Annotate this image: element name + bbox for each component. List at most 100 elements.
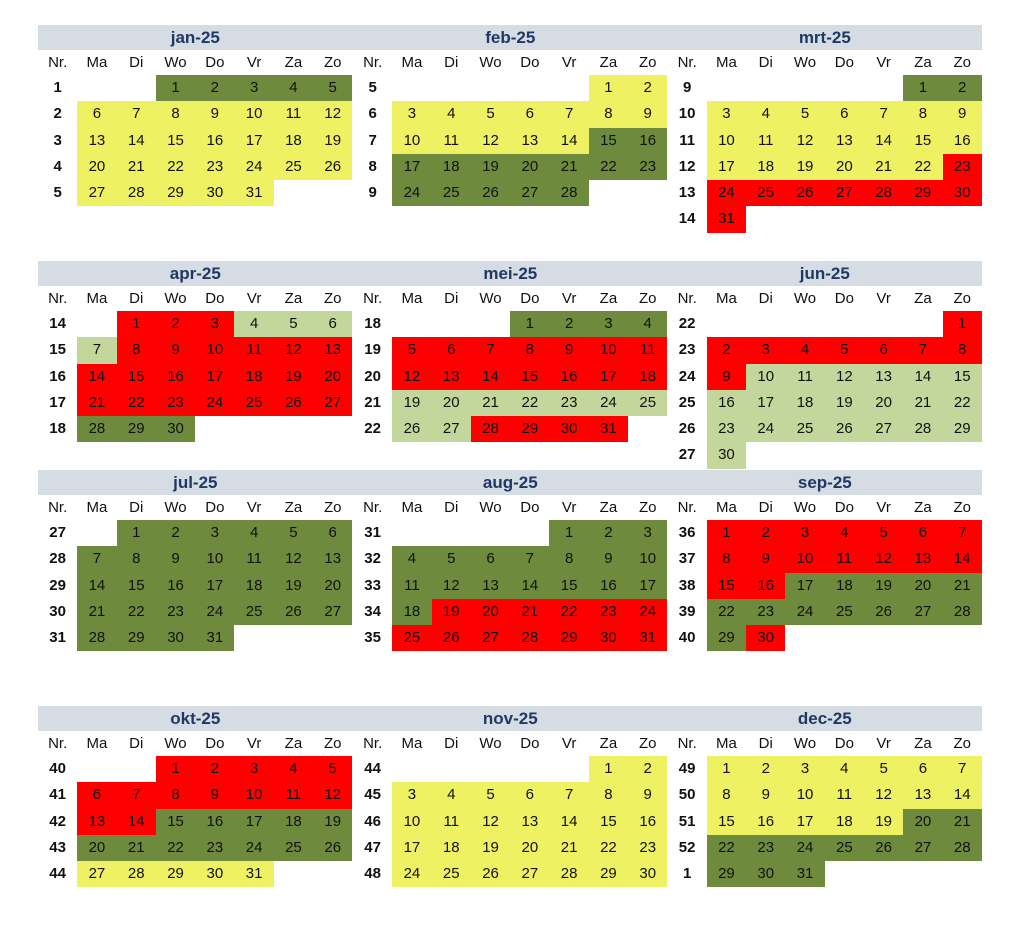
day-cell[interactable]: 16 xyxy=(155,572,196,599)
day-cell[interactable]: 2 xyxy=(155,520,196,547)
day-cell[interactable]: 25 xyxy=(628,389,668,417)
day-cell[interactable]: 7 xyxy=(549,101,589,128)
day-cell[interactable]: 6 xyxy=(77,101,117,128)
day-cell[interactable]: 17 xyxy=(392,834,432,862)
day-cell[interactable]: 28 xyxy=(942,834,982,862)
day-cell[interactable]: 15 xyxy=(510,363,550,390)
day-cell[interactable]: 21 xyxy=(116,153,156,181)
day-cell[interactable]: 22 xyxy=(155,153,196,181)
day-cell[interactable]: 1 xyxy=(116,520,156,547)
day-cell[interactable]: 15 xyxy=(549,572,589,599)
day-cell[interactable]: 28 xyxy=(942,598,982,626)
day-cell[interactable]: 13 xyxy=(510,808,550,835)
day-cell[interactable]: 26 xyxy=(273,598,314,626)
day-cell[interactable]: 22 xyxy=(549,598,589,626)
day-cell[interactable]: 22 xyxy=(116,389,156,417)
day-cell[interactable]: 4 xyxy=(628,311,668,338)
day-cell[interactable]: 17 xyxy=(234,127,274,154)
day-cell[interactable]: 19 xyxy=(470,834,511,862)
day-cell[interactable]: 10 xyxy=(785,546,825,573)
day-cell[interactable]: 10 xyxy=(234,782,274,809)
day-cell[interactable]: 18 xyxy=(431,153,471,181)
day-cell[interactable]: 25 xyxy=(234,598,274,626)
day-cell[interactable]: 27 xyxy=(824,180,864,207)
day-cell[interactable]: 4 xyxy=(824,520,864,547)
day-cell[interactable]: 10 xyxy=(746,363,786,390)
day-cell[interactable]: 4 xyxy=(273,756,314,783)
day-cell[interactable]: 31 xyxy=(706,206,747,233)
day-cell[interactable]: 18 xyxy=(824,572,864,599)
day-cell[interactable]: 24 xyxy=(234,153,274,181)
day-cell[interactable]: 15 xyxy=(706,572,747,599)
day-cell[interactable]: 9 xyxy=(549,337,589,364)
day-cell[interactable]: 20 xyxy=(510,834,550,862)
day-cell[interactable]: 18 xyxy=(628,363,668,390)
day-cell[interactable]: 26 xyxy=(785,180,825,207)
day-cell[interactable]: 25 xyxy=(785,416,825,443)
day-cell[interactable]: 15 xyxy=(155,808,196,835)
day-cell[interactable]: 13 xyxy=(431,363,471,390)
day-cell[interactable]: 9 xyxy=(195,782,235,809)
day-cell[interactable]: 5 xyxy=(431,546,471,573)
day-cell[interactable]: 19 xyxy=(470,153,511,181)
day-cell[interactable]: 25 xyxy=(431,861,471,888)
day-cell[interactable]: 20 xyxy=(863,389,904,417)
day-cell[interactable]: 1 xyxy=(510,311,550,338)
day-cell[interactable]: 18 xyxy=(824,808,864,835)
day-cell[interactable]: 10 xyxy=(392,127,432,154)
day-cell[interactable]: 14 xyxy=(942,546,982,573)
day-cell[interactable]: 14 xyxy=(863,127,904,154)
day-cell[interactable]: 1 xyxy=(155,756,196,783)
day-cell[interactable]: 12 xyxy=(273,546,314,573)
day-cell[interactable]: 22 xyxy=(588,153,629,181)
day-cell[interactable]: 14 xyxy=(77,363,117,390)
day-cell[interactable]: 3 xyxy=(785,756,825,783)
day-cell[interactable]: 7 xyxy=(942,756,982,783)
day-cell[interactable]: 29 xyxy=(549,625,589,652)
day-cell[interactable]: 6 xyxy=(77,782,117,809)
day-cell[interactable]: 10 xyxy=(392,808,432,835)
day-cell[interactable]: 7 xyxy=(116,101,156,128)
day-cell[interactable]: 3 xyxy=(785,520,825,547)
day-cell[interactable]: 19 xyxy=(785,153,825,181)
day-cell[interactable]: 6 xyxy=(510,782,550,809)
day-cell[interactable]: 24 xyxy=(392,180,432,207)
day-cell[interactable]: 8 xyxy=(510,337,550,364)
day-cell[interactable]: 3 xyxy=(746,337,786,364)
day-cell[interactable]: 4 xyxy=(273,75,314,102)
day-cell[interactable]: 25 xyxy=(234,389,274,417)
day-cell[interactable]: 13 xyxy=(863,363,904,390)
day-cell[interactable]: 4 xyxy=(234,520,274,547)
day-cell[interactable]: 14 xyxy=(470,363,511,390)
day-cell[interactable]: 4 xyxy=(746,101,786,128)
day-cell[interactable]: 12 xyxy=(313,101,353,128)
day-cell[interactable]: 13 xyxy=(903,782,943,809)
day-cell[interactable]: 23 xyxy=(549,389,589,417)
day-cell[interactable]: 9 xyxy=(155,337,196,364)
day-cell[interactable]: 11 xyxy=(273,101,314,128)
day-cell[interactable]: 15 xyxy=(588,808,629,835)
day-cell[interactable]: 9 xyxy=(628,782,668,809)
day-cell[interactable]: 21 xyxy=(77,389,117,417)
day-cell[interactable]: 3 xyxy=(392,782,432,809)
day-cell[interactable]: 16 xyxy=(549,363,589,390)
day-cell[interactable]: 30 xyxy=(195,861,235,888)
day-cell[interactable]: 9 xyxy=(706,363,747,390)
day-cell[interactable]: 7 xyxy=(77,337,117,364)
day-cell[interactable]: 20 xyxy=(313,363,353,390)
day-cell[interactable]: 21 xyxy=(549,153,589,181)
day-cell[interactable]: 7 xyxy=(77,546,117,573)
day-cell[interactable]: 29 xyxy=(155,180,196,207)
day-cell[interactable]: 28 xyxy=(116,180,156,207)
day-cell[interactable]: 20 xyxy=(431,389,471,417)
day-cell[interactable]: 8 xyxy=(588,101,629,128)
day-cell[interactable]: 23 xyxy=(746,598,786,626)
day-cell[interactable]: 5 xyxy=(863,756,904,783)
day-cell[interactable]: 6 xyxy=(824,101,864,128)
day-cell[interactable]: 9 xyxy=(155,546,196,573)
day-cell[interactable]: 29 xyxy=(510,416,550,443)
day-cell[interactable]: 10 xyxy=(706,127,747,154)
day-cell[interactable]: 11 xyxy=(273,782,314,809)
day-cell[interactable]: 6 xyxy=(903,520,943,547)
day-cell[interactable]: 14 xyxy=(77,572,117,599)
